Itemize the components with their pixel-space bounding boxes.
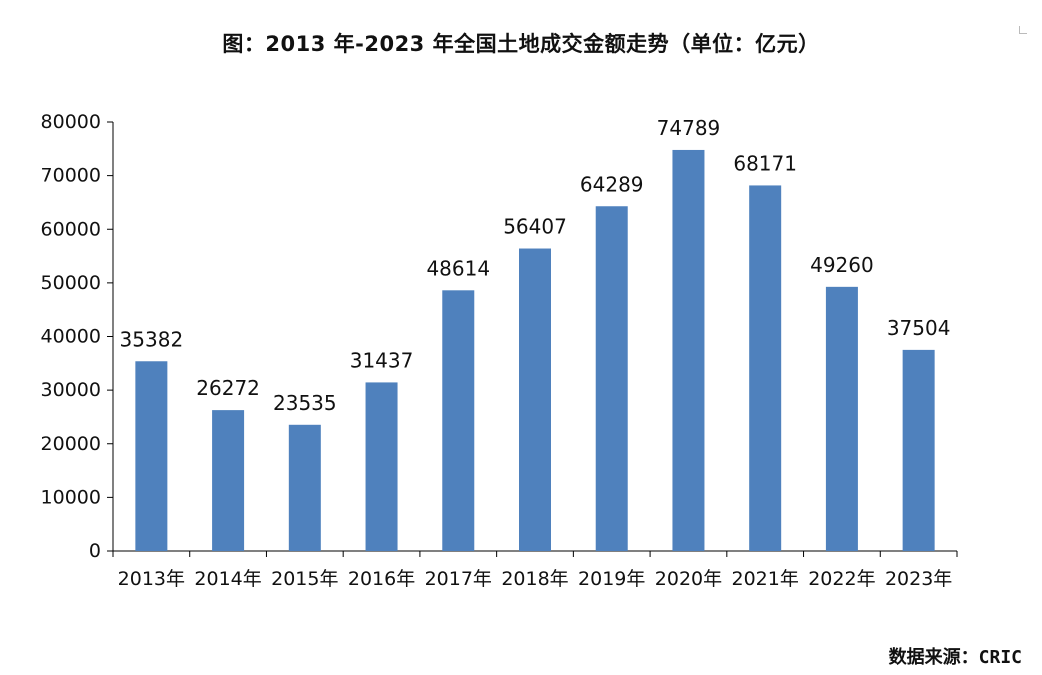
data-label: 37504	[887, 316, 951, 340]
bar	[902, 349, 935, 551]
x-tick-label: 2019年	[578, 568, 645, 590]
x-tick-label: 2015年	[271, 568, 338, 590]
data-label: 68171	[733, 151, 797, 175]
data-label: 35382	[120, 327, 184, 351]
y-tick-label: 20000	[41, 433, 101, 455]
y-tick-label: 70000	[41, 165, 101, 187]
data-label: 56407	[503, 215, 567, 239]
y-tick-label: 50000	[41, 272, 101, 294]
x-tick-label: 2018年	[501, 568, 568, 590]
y-tick-label: 40000	[41, 326, 101, 348]
x-axis: 2013年 2014年 2015年 2016年 2017年 2018年 2019年 2020年…	[112, 550, 958, 590]
source-value: CRIC	[978, 647, 1022, 668]
data-label: 31437	[350, 348, 414, 372]
data-source: 数据来源：CRIC	[889, 643, 1022, 669]
bar	[519, 248, 551, 551]
bar	[595, 206, 628, 551]
data-label: 74789	[657, 116, 721, 140]
data-label: 26272	[196, 376, 260, 400]
x-tick-label: 2016年	[348, 568, 415, 590]
bar	[825, 286, 858, 551]
y-tick-label: 10000	[41, 486, 101, 508]
corner-mark	[1019, 26, 1027, 34]
y-axis: 0 10000 20000 30000 40000 50000 60000 70000 8000…	[41, 111, 114, 562]
bar	[749, 185, 782, 551]
bar	[672, 149, 705, 552]
data-labels: 35382 26272 23535 31437 48614 56407 64289 74789…	[120, 116, 951, 415]
x-tick-label: 2021年	[732, 568, 799, 590]
bar	[365, 382, 398, 551]
x-tick-label: 2022年	[808, 568, 875, 590]
data-label: 64289	[580, 172, 644, 196]
x-tick-label: 2017年	[425, 568, 492, 590]
y-tick-label: 0	[89, 540, 101, 562]
data-label: 49260	[810, 253, 874, 277]
x-tick-label: 2023年	[885, 568, 952, 590]
x-tick-label: 2014年	[194, 568, 261, 590]
y-tick-label: 80000	[41, 111, 101, 133]
data-label: 48614	[426, 256, 490, 280]
data-label: 23535	[273, 391, 337, 415]
x-tick-label: 2020年	[655, 568, 722, 590]
y-tick-label: 30000	[41, 379, 101, 401]
chart-title: 图：2013 年-2023 年全国土地成交金额走势（单位：亿元）	[222, 32, 820, 56]
bar-series	[135, 149, 935, 552]
y-tick-label: 60000	[41, 218, 101, 240]
bar	[288, 424, 321, 551]
source-label: 数据来源：	[888, 647, 979, 668]
bar	[442, 290, 475, 551]
bar	[135, 361, 168, 551]
bar	[212, 410, 245, 551]
x-tick-label: 2013年	[118, 568, 185, 590]
